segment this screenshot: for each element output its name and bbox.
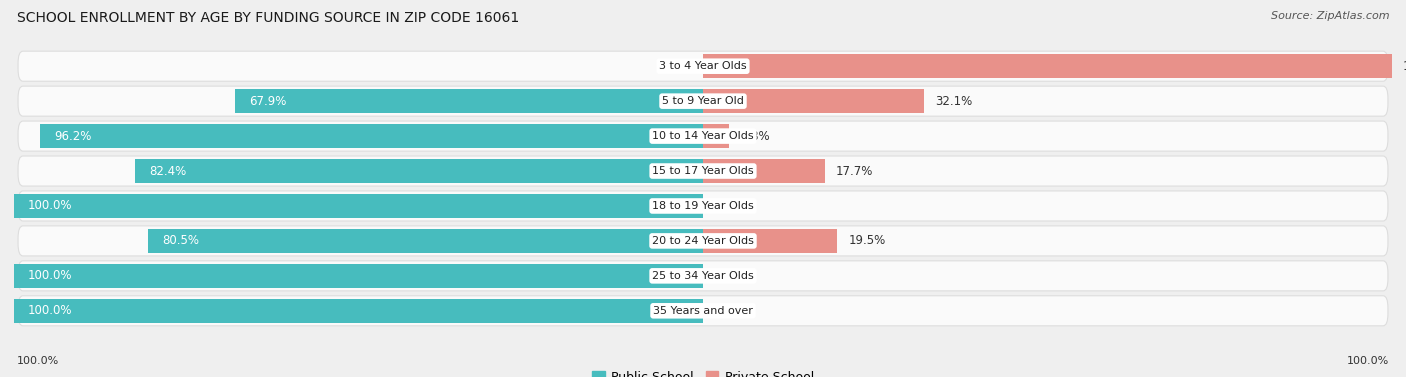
FancyBboxPatch shape (18, 51, 1388, 81)
Text: 100.0%: 100.0% (28, 304, 72, 317)
Bar (703, 89, 924, 113)
Text: 15 to 17 Year Olds: 15 to 17 Year Olds (652, 166, 754, 176)
FancyBboxPatch shape (18, 121, 1388, 151)
Text: 100.0%: 100.0% (17, 356, 59, 366)
Text: 96.2%: 96.2% (53, 130, 91, 143)
Text: 100.0%: 100.0% (28, 269, 72, 282)
Text: 5 to 9 Year Old: 5 to 9 Year Old (662, 96, 744, 106)
Text: 82.4%: 82.4% (149, 164, 187, 178)
Text: SCHOOL ENROLLMENT BY AGE BY FUNDING SOURCE IN ZIP CODE 16061: SCHOOL ENROLLMENT BY AGE BY FUNDING SOUR… (17, 11, 519, 25)
FancyBboxPatch shape (18, 261, 1388, 291)
Bar (149, 229, 703, 253)
Text: 17.7%: 17.7% (837, 164, 873, 178)
Text: 0.0%: 0.0% (659, 60, 689, 73)
Bar (41, 124, 703, 148)
Text: 32.1%: 32.1% (935, 95, 973, 108)
Text: Source: ZipAtlas.com: Source: ZipAtlas.com (1271, 11, 1389, 21)
Text: 3.8%: 3.8% (740, 130, 770, 143)
Bar (14, 264, 703, 288)
Text: 18 to 19 Year Olds: 18 to 19 Year Olds (652, 201, 754, 211)
Bar (135, 159, 703, 183)
Bar (703, 124, 730, 148)
Bar (703, 229, 838, 253)
Text: 0.0%: 0.0% (717, 199, 747, 213)
FancyBboxPatch shape (18, 86, 1388, 116)
Bar (703, 159, 825, 183)
Bar (14, 194, 703, 218)
FancyBboxPatch shape (18, 226, 1388, 256)
Text: 35 Years and over: 35 Years and over (652, 306, 754, 316)
FancyBboxPatch shape (18, 156, 1388, 186)
Text: 3 to 4 Year Olds: 3 to 4 Year Olds (659, 61, 747, 71)
Bar (703, 54, 1392, 78)
Text: 19.5%: 19.5% (848, 234, 886, 247)
Bar (14, 299, 703, 323)
FancyBboxPatch shape (18, 191, 1388, 221)
Text: 67.9%: 67.9% (249, 95, 287, 108)
Text: 0.0%: 0.0% (717, 269, 747, 282)
FancyBboxPatch shape (18, 296, 1388, 326)
Text: 100.0%: 100.0% (1403, 60, 1406, 73)
Text: 0.0%: 0.0% (717, 304, 747, 317)
Text: 20 to 24 Year Olds: 20 to 24 Year Olds (652, 236, 754, 246)
Text: 100.0%: 100.0% (28, 199, 72, 213)
Text: 100.0%: 100.0% (1347, 356, 1389, 366)
Bar (235, 89, 703, 113)
Text: 10 to 14 Year Olds: 10 to 14 Year Olds (652, 131, 754, 141)
Legend: Public School, Private School: Public School, Private School (588, 366, 818, 377)
Text: 25 to 34 Year Olds: 25 to 34 Year Olds (652, 271, 754, 281)
Text: 80.5%: 80.5% (162, 234, 200, 247)
